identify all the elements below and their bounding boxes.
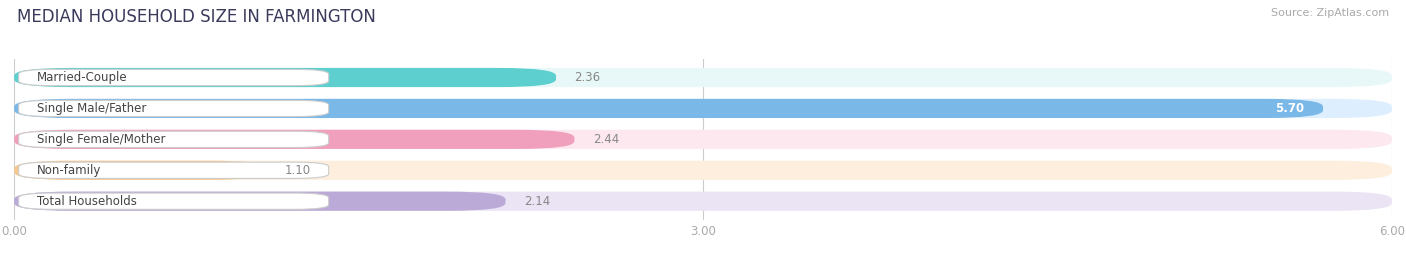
Text: 2.44: 2.44: [593, 133, 619, 146]
FancyBboxPatch shape: [14, 130, 575, 149]
FancyBboxPatch shape: [18, 131, 329, 147]
FancyBboxPatch shape: [14, 68, 1392, 87]
Text: 5.70: 5.70: [1275, 102, 1305, 115]
Text: Single Male/Father: Single Male/Father: [37, 102, 146, 115]
Text: Married-Couple: Married-Couple: [37, 71, 128, 84]
FancyBboxPatch shape: [14, 192, 1392, 211]
Text: MEDIAN HOUSEHOLD SIZE IN FARMINGTON: MEDIAN HOUSEHOLD SIZE IN FARMINGTON: [17, 8, 375, 26]
FancyBboxPatch shape: [14, 68, 555, 87]
FancyBboxPatch shape: [18, 193, 329, 209]
FancyBboxPatch shape: [18, 69, 329, 86]
Text: Non-family: Non-family: [37, 164, 101, 177]
FancyBboxPatch shape: [14, 161, 1392, 180]
Text: Total Households: Total Households: [37, 195, 136, 208]
FancyBboxPatch shape: [18, 162, 329, 178]
Text: 1.10: 1.10: [285, 164, 311, 177]
FancyBboxPatch shape: [14, 161, 267, 180]
FancyBboxPatch shape: [14, 192, 506, 211]
Text: 2.36: 2.36: [575, 71, 600, 84]
FancyBboxPatch shape: [14, 99, 1323, 118]
Text: Single Female/Mother: Single Female/Mother: [37, 133, 166, 146]
FancyBboxPatch shape: [14, 130, 1392, 149]
Text: Source: ZipAtlas.com: Source: ZipAtlas.com: [1271, 8, 1389, 18]
Text: 2.14: 2.14: [524, 195, 550, 208]
FancyBboxPatch shape: [14, 99, 1392, 118]
FancyBboxPatch shape: [18, 100, 329, 117]
